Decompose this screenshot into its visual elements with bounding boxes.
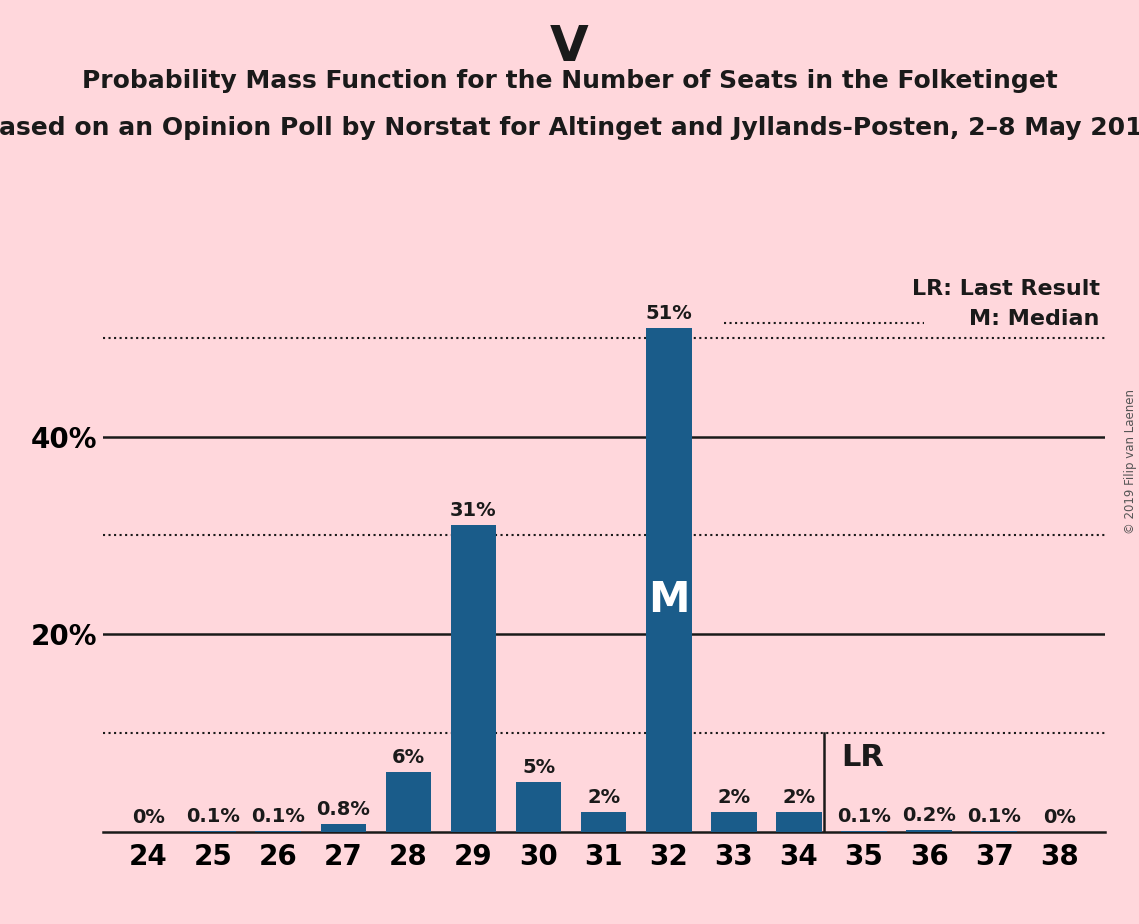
Text: 6%: 6% xyxy=(392,748,425,768)
Bar xyxy=(972,831,1017,832)
Text: 51%: 51% xyxy=(646,304,693,322)
Text: 31%: 31% xyxy=(450,502,497,520)
Text: 0.1%: 0.1% xyxy=(186,807,240,826)
Text: 0.1%: 0.1% xyxy=(252,807,305,826)
Text: M: Median: M: Median xyxy=(969,310,1100,329)
Text: LR: LR xyxy=(842,743,884,772)
Bar xyxy=(842,831,887,832)
Text: 0.8%: 0.8% xyxy=(317,800,370,819)
Text: © 2019 Filip van Laenen: © 2019 Filip van Laenen xyxy=(1124,390,1137,534)
Text: LR: Last Result: LR: Last Result xyxy=(912,279,1100,298)
Bar xyxy=(190,831,236,832)
Bar xyxy=(907,830,952,832)
Bar xyxy=(386,772,432,832)
Text: Based on an Opinion Poll by Norstat for Altinget and Jyllands-Posten, 2–8 May 20: Based on an Opinion Poll by Norstat for … xyxy=(0,116,1139,140)
Text: V: V xyxy=(550,23,589,71)
Text: 5%: 5% xyxy=(522,759,555,777)
Text: 2%: 2% xyxy=(718,788,751,807)
Bar xyxy=(255,831,301,832)
Bar xyxy=(776,812,821,832)
Text: 2%: 2% xyxy=(782,788,816,807)
Bar xyxy=(516,783,562,832)
Text: 2%: 2% xyxy=(587,788,621,807)
Text: Probability Mass Function for the Number of Seats in the Folketinget: Probability Mass Function for the Number… xyxy=(82,69,1057,93)
Text: 0%: 0% xyxy=(1043,808,1075,827)
Bar xyxy=(646,328,691,832)
Text: 0.1%: 0.1% xyxy=(837,807,891,826)
Text: 0.1%: 0.1% xyxy=(967,807,1022,826)
Text: 0.2%: 0.2% xyxy=(902,806,956,825)
Text: M: M xyxy=(648,578,689,621)
Bar xyxy=(320,823,366,832)
Bar xyxy=(451,526,497,832)
Bar xyxy=(581,812,626,832)
Text: 0%: 0% xyxy=(132,808,164,827)
Bar xyxy=(711,812,756,832)
